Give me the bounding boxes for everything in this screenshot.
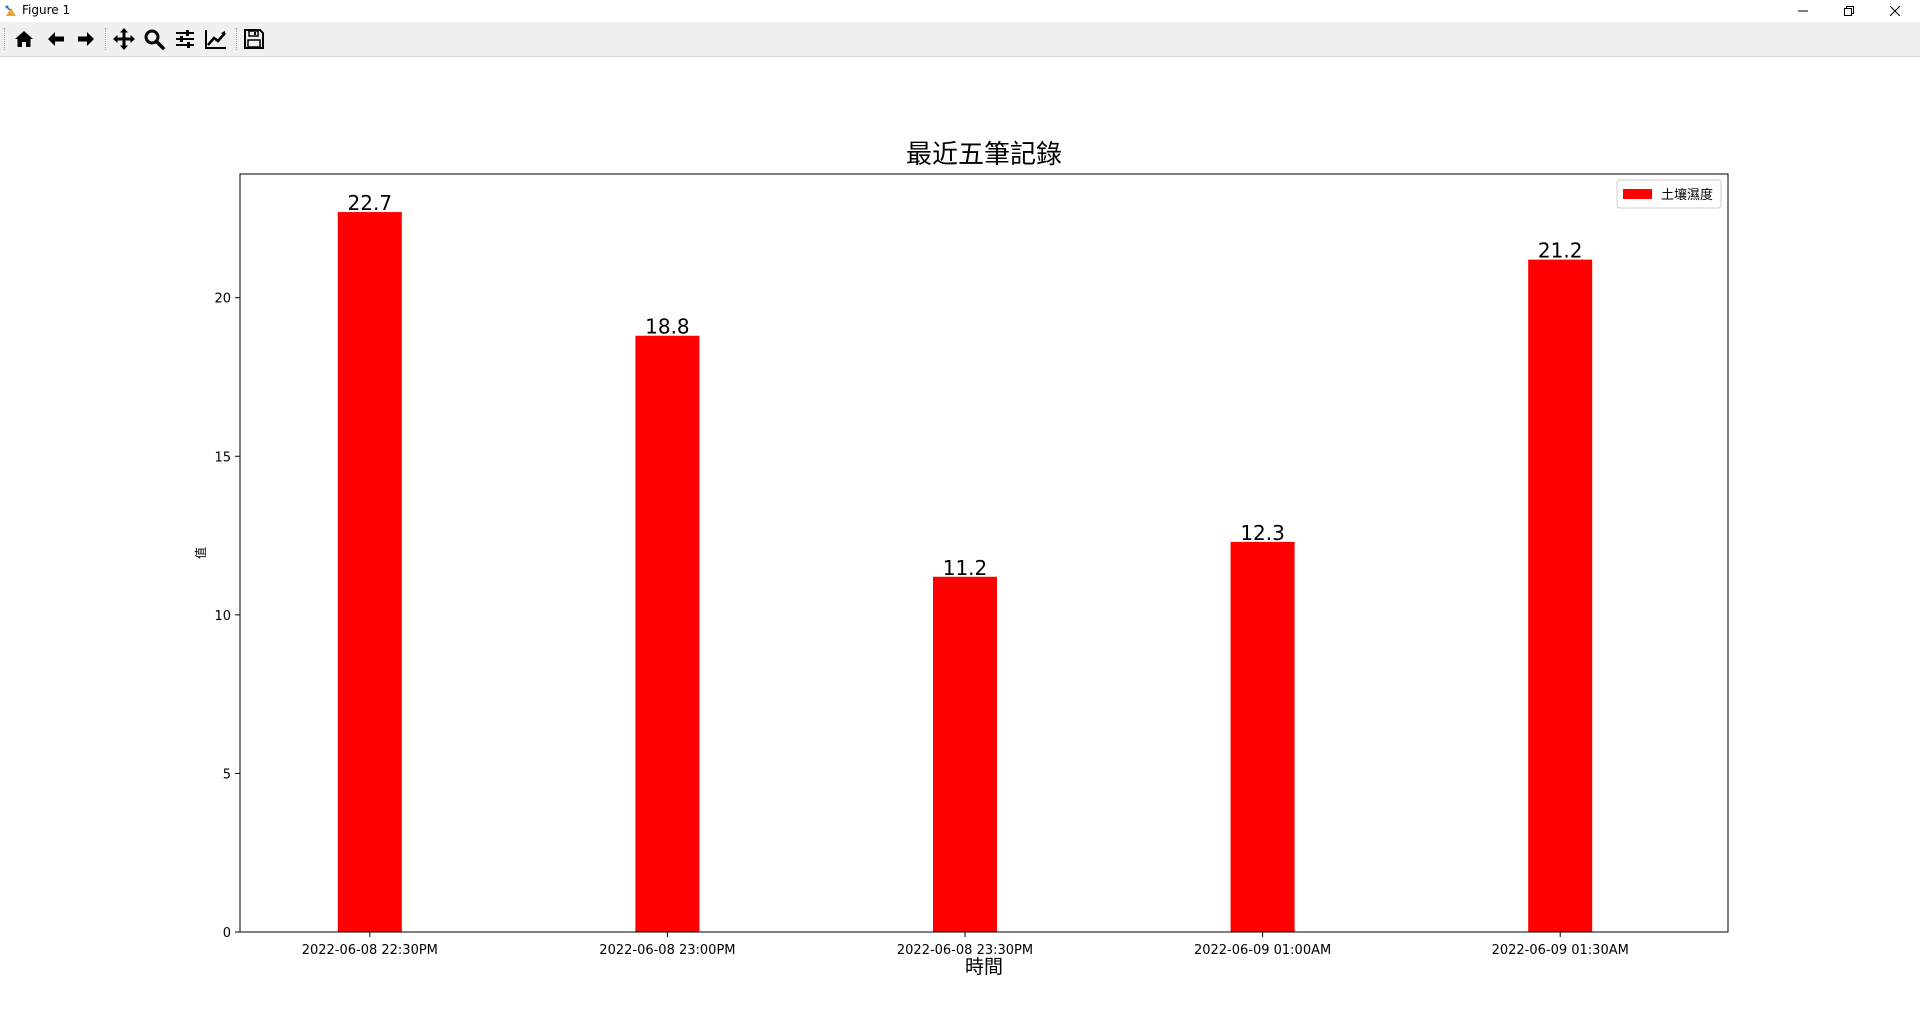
legend-box xyxy=(1616,179,1722,209)
bar-value-label: 11.2 xyxy=(943,556,988,580)
edit-axis-icon xyxy=(205,30,226,49)
bar xyxy=(337,212,402,932)
bar-value-label: 22.7 xyxy=(348,191,393,215)
bar-chart: 最近五筆記錄 22.7 2022-06-08 22:30PM 18.8 2022-06-… xyxy=(193,140,1729,978)
restore-icon xyxy=(1844,6,1854,16)
legend-swatch xyxy=(1623,189,1652,199)
configure-subplots-icon xyxy=(176,30,194,48)
customize-button[interactable] xyxy=(202,25,230,53)
save-button[interactable] xyxy=(240,25,268,53)
bar-value-label: 12.3 xyxy=(1240,521,1285,545)
forward-arrow-icon xyxy=(78,32,94,46)
x-tick-label: 2022-06-08 22:30PM xyxy=(302,943,438,958)
toolbar-grip xyxy=(4,28,6,50)
forward-button[interactable] xyxy=(72,25,100,53)
window-title: Figure 1 xyxy=(22,3,71,17)
y-tick-label: 15 xyxy=(214,450,231,465)
bar-value-label: 21.2 xyxy=(1538,239,1583,263)
axes-frame xyxy=(239,173,1729,933)
toolbar-separator xyxy=(236,28,238,50)
y-tick-label: 10 xyxy=(214,609,231,624)
matplotlib-app-icon xyxy=(4,3,18,17)
toolbar-separator xyxy=(105,28,107,50)
bar xyxy=(1528,259,1593,932)
x-tick-label: 2022-06-08 23:30PM xyxy=(897,943,1033,958)
bar xyxy=(1230,541,1295,932)
close-icon xyxy=(1890,6,1900,16)
restore-button[interactable] xyxy=(1826,0,1872,22)
chart-title: 最近五筆記錄 xyxy=(906,140,1062,170)
home-icon xyxy=(15,31,33,47)
y-tick-label: 20 xyxy=(214,292,231,307)
pan-button[interactable] xyxy=(110,25,138,53)
x-tick-label: 2022-06-09 01:00AM xyxy=(1194,943,1331,958)
save-floppy-icon xyxy=(244,29,264,49)
figure-canvas[interactable]: 最近五筆記錄 22.7 2022-06-08 22:30PM 18.8 2022-06-… xyxy=(0,57,1920,1036)
bar-value-label: 18.8 xyxy=(645,315,690,339)
x-tick-label: 2022-06-09 01:30AM xyxy=(1492,943,1629,958)
y-axis-label: 值 xyxy=(193,547,208,559)
home-button[interactable] xyxy=(10,25,38,53)
back-arrow-icon xyxy=(48,32,64,46)
y-tick-label: 0 xyxy=(223,926,231,941)
bar xyxy=(933,576,997,932)
navigation-toolbar xyxy=(0,22,1920,57)
minimize-icon xyxy=(1798,10,1808,12)
x-tick-label: 2022-06-08 23:00PM xyxy=(599,943,735,958)
title-bar: Figure 1 xyxy=(0,0,1920,22)
zoom-magnifier-icon xyxy=(144,29,165,50)
bar xyxy=(635,335,700,932)
legend-label: 土壤濕度 xyxy=(1661,187,1713,203)
zoom-button[interactable] xyxy=(140,25,168,53)
close-button[interactable] xyxy=(1872,0,1918,22)
configure-subplots-button[interactable] xyxy=(171,25,199,53)
y-tick-label: 5 xyxy=(223,767,231,782)
pan-move-icon xyxy=(113,28,135,50)
x-axis-label: 時間 xyxy=(965,956,1003,978)
back-button[interactable] xyxy=(42,25,70,53)
minimize-button[interactable] xyxy=(1780,0,1826,22)
